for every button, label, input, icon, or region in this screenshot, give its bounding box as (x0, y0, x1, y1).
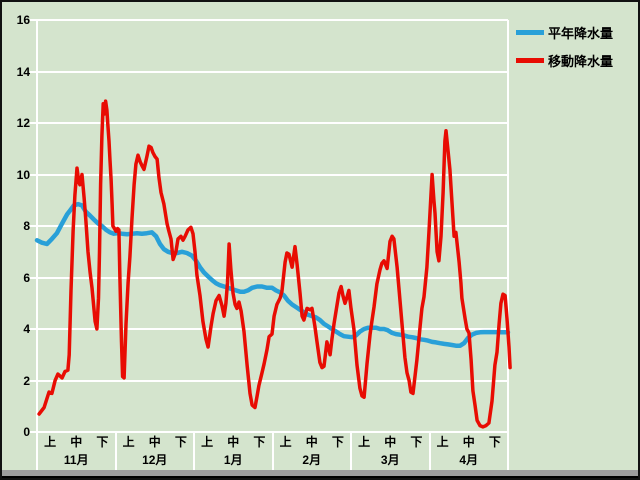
month-separator (350, 432, 352, 470)
x-axis-period-label: 上 (436, 435, 449, 449)
month-separator (193, 432, 195, 470)
y-axis-tick-label: 12 (16, 116, 30, 130)
x-axis-month-label: 11月 (63, 453, 89, 467)
legend-item-normal-precip: 平年降水量 (516, 22, 613, 42)
y-axis-tick-label: 0 (23, 425, 30, 439)
x-axis-month-label: 12月 (142, 453, 168, 467)
legend-label: 移動降水量 (548, 53, 614, 69)
x-axis-period-label: 中 (305, 435, 318, 449)
x-axis-month-label: 4月 (459, 453, 479, 467)
x-axis-period-label: 下 (331, 435, 344, 449)
x-axis-period-label: 下 (253, 435, 266, 449)
y-axis-line (36, 20, 38, 470)
bottom-frame-strip (2, 470, 638, 478)
red-line-swatch-icon (516, 57, 544, 63)
x-axis-period-label: 中 (227, 435, 240, 449)
month-separator (114, 432, 117, 470)
x-axis-period-label: 上 (201, 435, 214, 449)
gridline-horizontal (30, 225, 508, 227)
month-separator (428, 432, 431, 470)
legend-item-moving-precip: 移動降水量 (516, 50, 613, 70)
legend-label: 平年降水量 (548, 25, 614, 41)
gridline-horizontal (30, 431, 508, 433)
x-axis-period-label: 上 (358, 435, 371, 449)
month-separator (271, 432, 274, 470)
x-axis-period-label: 上 (279, 435, 292, 449)
y-axis-tick-label: 10 (16, 167, 30, 182)
plot-right-border (507, 20, 509, 470)
x-axis-period-label: 中 (70, 435, 83, 449)
x-axis-period-label: 中 (384, 435, 397, 449)
y-axis-tick-label: 4 (23, 322, 30, 336)
gridline-horizontal (30, 70, 508, 73)
x-axis-period-label: 中 (148, 435, 161, 449)
x-axis-period-label: 下 (488, 435, 501, 449)
x-axis-month-label: 3月 (380, 453, 400, 467)
gridline-horizontal (30, 173, 508, 176)
y-axis-tick-label: 2 (23, 373, 30, 388)
x-axis-period-label: 上 (122, 435, 135, 449)
gridline-horizontal (30, 276, 508, 279)
series-line-moving-precipitation (37, 99, 512, 429)
y-axis-tick-label: 8 (23, 219, 30, 233)
x-axis-period-label: 下 (410, 435, 423, 449)
y-axis-tick-label: 14 (16, 64, 30, 79)
x-axis-period-label: 下 (96, 435, 109, 449)
gridline-horizontal (30, 379, 508, 382)
y-axis-tick-label: 6 (23, 270, 30, 285)
x-axis-period-label: 下 (174, 435, 187, 449)
x-axis-month-label: 1月 (223, 453, 243, 467)
y-axis-tick-label: 16 (16, 13, 30, 27)
gridline-horizontal (30, 19, 508, 21)
x-axis-period-label: 上 (44, 435, 57, 449)
blue-line-swatch-icon (516, 29, 544, 35)
x-axis-period-label: 中 (462, 435, 475, 449)
chart-legend: 平年降水量 移動降水量 (516, 22, 613, 78)
gridline-horizontal (30, 122, 508, 124)
x-axis-month-label: 2月 (302, 453, 322, 467)
gridline-horizontal (30, 328, 508, 330)
